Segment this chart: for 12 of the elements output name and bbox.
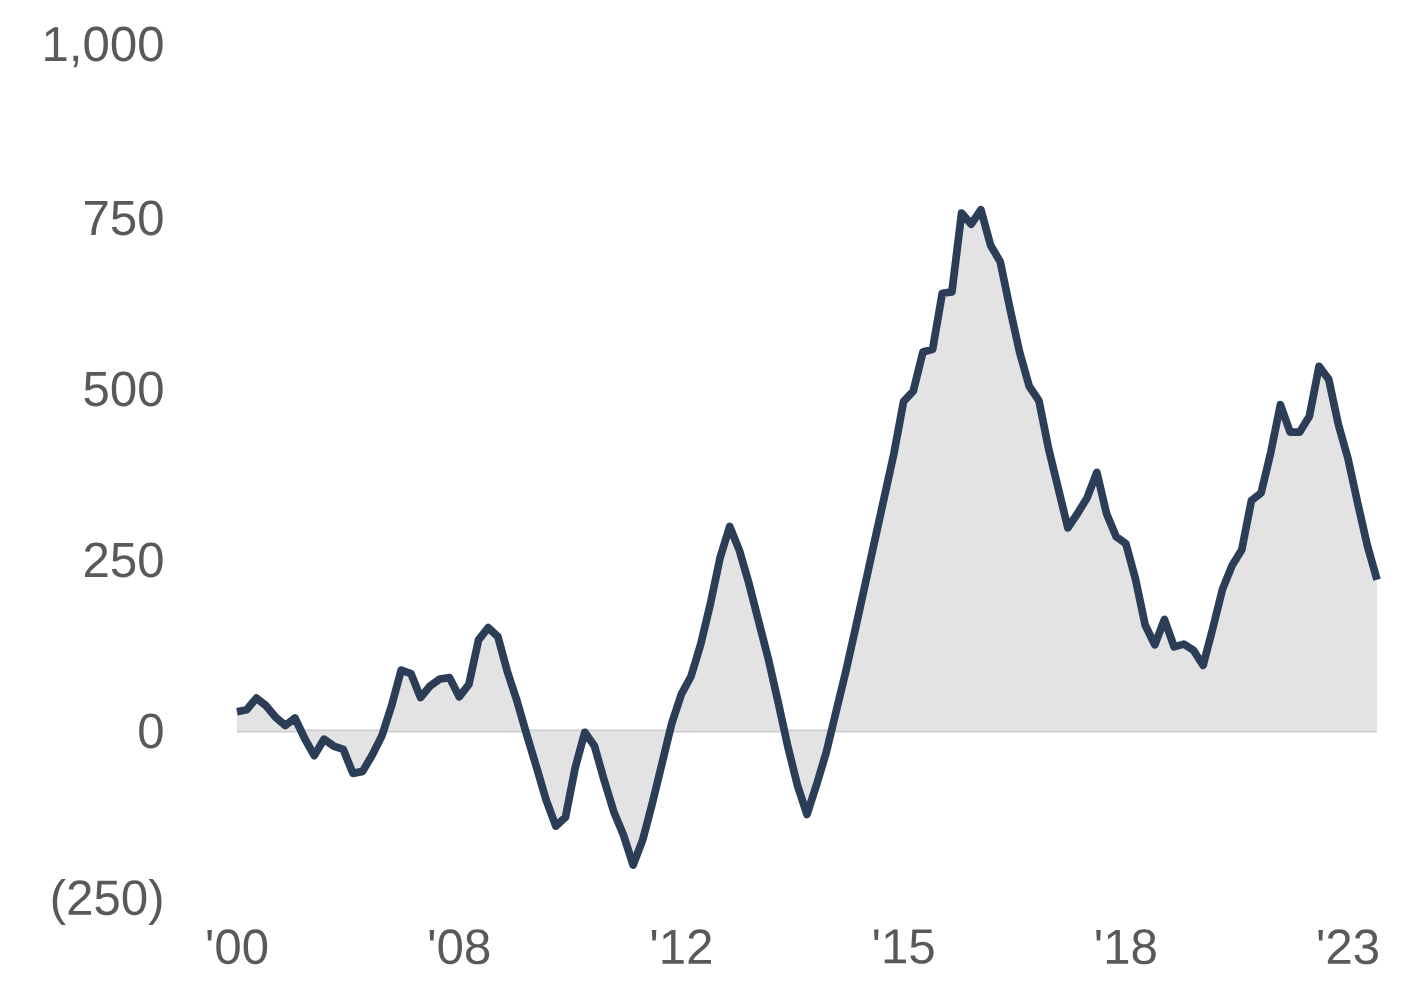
y-tick-label: 0	[139, 713, 163, 749]
y-tick-label: (250)	[52, 879, 162, 925]
x-tick-label: '15	[874, 929, 934, 964]
x-tick-label: '12	[651, 929, 712, 964]
x-tick-label: '18	[1096, 929, 1156, 965]
x-tick-label: '08	[429, 929, 490, 965]
y-tick-label: 1,000	[45, 26, 163, 68]
y-tick-label: 750	[85, 200, 163, 236]
x-tick-label: '23	[1318, 929, 1378, 965]
y-tick-label: 250	[84, 542, 163, 578]
x-tick-label: '00	[207, 929, 268, 965]
y-tick-label: 500	[84, 371, 163, 407]
